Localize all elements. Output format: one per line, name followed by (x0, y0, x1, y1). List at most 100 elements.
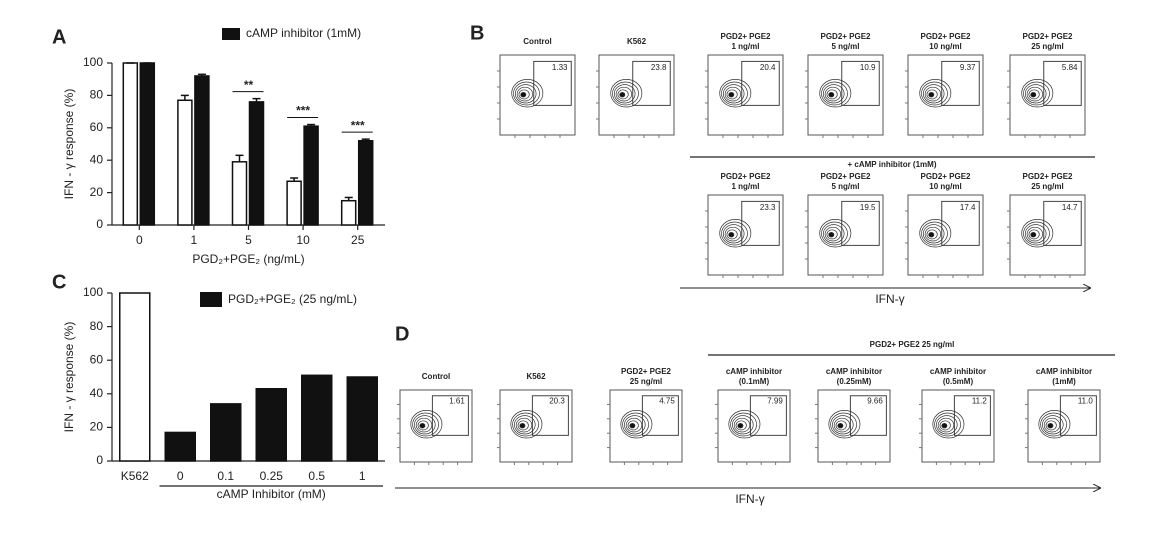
gate (841, 200, 880, 246)
plot-title: 10 ng/ml (929, 182, 961, 191)
contour (922, 224, 945, 244)
contour (924, 86, 942, 102)
contour (1021, 219, 1054, 248)
gate (941, 60, 980, 106)
contour (833, 417, 851, 433)
contour (821, 81, 848, 106)
significance-label: *** (351, 118, 365, 132)
contour (1030, 232, 1037, 238)
contour (939, 420, 951, 431)
contour (724, 226, 742, 242)
gate-value: 1.33 (552, 63, 568, 72)
contour (612, 81, 639, 106)
x-tick-label: K562 (121, 469, 149, 483)
contour (937, 417, 955, 433)
y-axis-label: IFN - γ response (%) (62, 322, 76, 433)
y-tick-label: 40 (90, 152, 104, 166)
plot-frame (717, 389, 791, 463)
y-tick-label: 0 (96, 453, 103, 467)
bar (248, 101, 265, 226)
plot-title: PGD2+ PGE2 (1022, 32, 1073, 41)
plot-frame (921, 389, 995, 463)
x-tick-label: 25 (351, 233, 365, 247)
contour (932, 410, 965, 439)
contour (828, 410, 861, 439)
y-tick-label: 60 (90, 352, 104, 366)
contour (826, 89, 838, 100)
bar (122, 62, 139, 226)
bar (303, 125, 319, 226)
gate-value: 1.61 (449, 397, 465, 406)
bar (286, 180, 302, 226)
contour (625, 417, 643, 433)
plot-title: 1 ng/ml (731, 42, 759, 51)
contour (735, 420, 747, 431)
gate-value: 14.7 (1062, 203, 1078, 212)
divider-label: + cAMP inhibitor (1mM) (848, 160, 937, 169)
plot-frame (907, 194, 984, 276)
y-axis-label: IFN - γ response (%) (62, 89, 76, 200)
plot-title: cAMP inhibitor (1036, 367, 1092, 376)
contour (726, 89, 738, 100)
panel-label: D (395, 323, 409, 345)
contour (919, 79, 952, 108)
contour (512, 412, 539, 437)
gate-value: 20.4 (760, 63, 776, 72)
gate (632, 60, 671, 106)
contour (928, 232, 935, 238)
plot-title: (0.5mM) (943, 377, 974, 386)
bar (119, 292, 151, 462)
plot-frame (399, 389, 473, 463)
contour (615, 86, 633, 102)
bar (210, 403, 242, 462)
contour (622, 412, 649, 437)
x-tick-label: 1 (191, 233, 198, 247)
contour (414, 415, 436, 435)
y-tick-label: 60 (90, 120, 104, 134)
plot-frame (807, 194, 884, 276)
y-tick-label: 0 (96, 217, 103, 231)
plot-frame (499, 54, 576, 136)
contour (822, 84, 845, 104)
contour (721, 81, 748, 106)
contour (627, 420, 639, 431)
plot-frame (1009, 54, 1086, 136)
contour (719, 79, 752, 108)
bar (340, 199, 357, 226)
gate (749, 395, 787, 436)
bar (164, 431, 196, 462)
contour (832, 415, 854, 435)
legend-label: cAMP inhibitor (1mM) (246, 26, 361, 40)
gate-value: 7.99 (767, 397, 783, 406)
x-tick-label: 5 (245, 233, 252, 247)
contour (1042, 415, 1064, 435)
contour (518, 89, 530, 100)
contour (837, 423, 844, 429)
contour (1026, 86, 1044, 102)
gate-value: 5.84 (1062, 63, 1078, 72)
contour (722, 84, 745, 104)
gate (953, 395, 991, 436)
plot-title: cAMP inhibitor (726, 367, 782, 376)
contour (924, 226, 942, 242)
contour (824, 86, 842, 102)
gate-value: 23.3 (760, 203, 776, 212)
contour (624, 415, 646, 435)
contour (919, 219, 952, 248)
contour (936, 415, 958, 435)
contour (520, 92, 527, 98)
contour (926, 229, 938, 240)
contour (1045, 420, 1057, 431)
panel-label: C (52, 271, 66, 293)
contour (514, 415, 536, 435)
plot-frame (1009, 194, 1086, 276)
contour (824, 226, 842, 242)
plot-title: 25 ng/ml (1031, 42, 1063, 51)
gate-value: 9.37 (960, 63, 976, 72)
y-tick-label: 20 (90, 420, 104, 434)
contour (417, 420, 429, 431)
gate (531, 395, 569, 436)
gate-value: 11.0 (1078, 397, 1094, 406)
contour (511, 79, 544, 108)
